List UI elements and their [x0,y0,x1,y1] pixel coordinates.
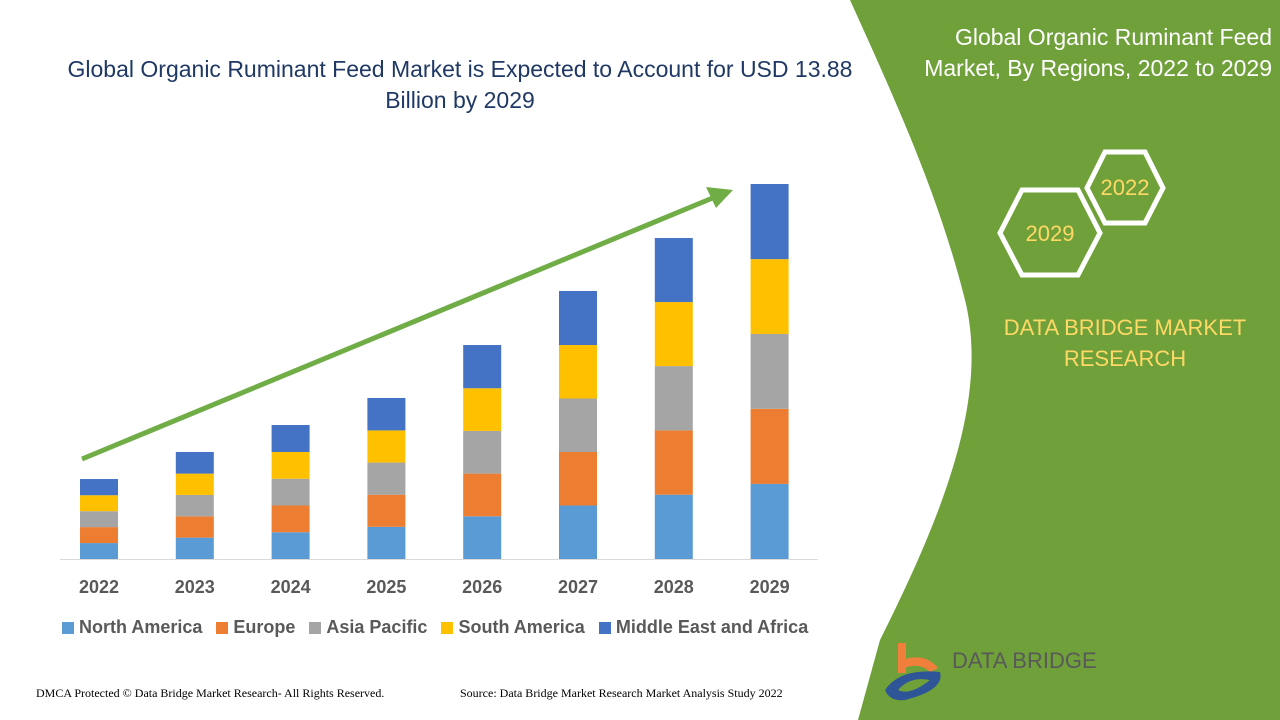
logo-text: DATA BRIDGE [952,648,1097,673]
legend-label: South America [458,617,585,637]
x-tick-labels: 2022 2023 2024 2025 2026 2027 2028 2029 [79,577,790,597]
hexagon-2029 [997,187,1103,278]
bar-segment [559,452,597,506]
bar-segment [654,238,693,303]
bar-segment [750,184,789,260]
bar-segment [559,345,597,399]
bar-segment [367,494,406,527]
brand-text: DATA BRIDGE MARKET RESEARCH [1003,315,1247,371]
bar-segment [80,511,118,528]
bar-segment [750,483,789,559]
logo-icon [885,643,941,701]
bar-segment [750,259,789,334]
x-tick-label: 2027 [558,577,598,597]
legend-item: Middle East and Africa [598,617,809,638]
bar-segment [654,494,693,559]
bar-segment [654,302,693,367]
bar-segment [271,424,310,453]
x-tick-label: 2029 [750,577,790,597]
legend-label: Europe [233,617,296,637]
legend-swatch [216,621,229,634]
footer-source: Source: Data Bridge Market Research Mark… [460,686,783,700]
bar-segment [175,452,214,474]
green-side-panel [850,0,1280,720]
legend-swatch [441,621,454,634]
bar-segment [750,408,789,484]
bar-segment [80,543,118,559]
bar-segment [80,527,118,544]
bar-segment [80,495,118,512]
bars [80,184,789,559]
x-tick-label: 2028 [654,577,694,597]
legend-label: Middle East and Africa [615,617,809,637]
bar-segment [271,452,310,479]
bar-segment [175,473,214,495]
trend-arrow [81,187,733,462]
bar-segment [750,333,789,409]
bar-segment [654,366,693,431]
bar-segment [463,345,502,389]
bar-segment [367,462,406,495]
legend-swatch [62,621,74,634]
legend-item: Europe [216,617,295,638]
hex-label-2029: 2029 [1025,221,1075,246]
bar-segment [559,290,597,346]
hex-label-2022: 2022 [1100,175,1150,200]
legend-item: Asia Pacific [309,617,427,638]
legend-item: South America [441,617,585,638]
x-tick-label: 2026 [462,577,502,597]
chart-title: Global Organic Ruminant Feed Market is E… [67,56,853,113]
bar-segment [271,505,310,533]
x-tick-label: 2022 [79,577,119,597]
bar-segment [271,532,310,559]
legend-label: Asia Pacific [326,617,428,637]
x-tick-label: 2025 [366,577,406,597]
legend-swatch [598,621,611,634]
bar-segment [463,430,502,474]
legend-item: North America [62,617,202,638]
bar-segment [80,479,118,496]
legend-label: North America [79,617,203,637]
bar-segment [463,388,502,431]
bar-segment [559,398,597,453]
legend: North America Europe Asia Pacific South … [62,617,808,638]
bar-segment [463,473,502,517]
bar-segment [654,430,693,495]
side-panel-title: Global Organic Ruminant Feed Market, By … [924,24,1272,81]
bar-segment [175,494,214,517]
bar-segment [559,505,597,559]
bar-segment [463,516,502,559]
bar-segment [271,478,310,506]
bar-segment [175,537,214,559]
footer-copyright: DMCA Protected © Data Bridge Market Rese… [36,686,385,700]
bar-segment [175,516,214,538]
x-tick-label: 2023 [175,577,215,597]
bar-segment [367,397,406,431]
legend-swatch [309,621,322,634]
bar-segment [367,430,406,463]
bar-segment [367,526,406,559]
hexagon-2022 [1084,149,1166,226]
x-tick-label: 2024 [271,577,311,597]
